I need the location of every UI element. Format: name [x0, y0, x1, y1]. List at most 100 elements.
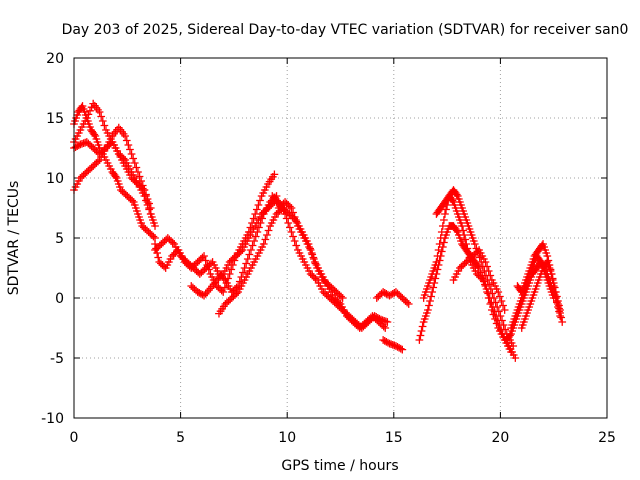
data-point-fill [509, 318, 518, 326]
data-point-fill [145, 205, 154, 214]
data-point-fill [520, 282, 528, 290]
x-tick-labels: 0 5 10 15 20 25 [70, 430, 616, 446]
data-point [558, 318, 567, 326]
data-point-fill [282, 214, 291, 223]
data-series [215, 204, 287, 318]
data-point [511, 312, 520, 320]
data-point [287, 204, 296, 212]
data-point [522, 276, 530, 284]
data-point-fill [464, 222, 473, 230]
data-point [517, 324, 526, 332]
data-point-fill [461, 213, 470, 221]
data-point-fill [553, 298, 561, 307]
data-point-fill [524, 306, 532, 314]
data-point-fill [421, 288, 430, 296]
data-point-fill [461, 235, 470, 244]
data-point [481, 258, 490, 266]
x-tick-label: 20 [491, 430, 509, 446]
data-point-fill [487, 298, 496, 307]
data-point-fill [528, 294, 537, 302]
data-point-fill [518, 291, 527, 299]
data-point [270, 170, 279, 179]
data-point [112, 174, 121, 182]
data-point-fill [497, 297, 506, 305]
data-point [95, 108, 104, 116]
data-point-fill [469, 237, 478, 245]
data-point-fill [465, 225, 474, 233]
data-point-fill [421, 312, 430, 320]
data-point [219, 288, 228, 296]
data-point-fill [483, 262, 491, 271]
data-point [453, 228, 462, 236]
data-point-fill [442, 231, 450, 239]
data-point-fill [292, 241, 301, 250]
data-point-fill [467, 231, 476, 239]
data-point-fill [517, 294, 526, 302]
data-point-fill [308, 250, 317, 259]
data-point-fill [508, 321, 516, 329]
data-point-fill [431, 274, 440, 283]
data-point-fill [245, 250, 254, 259]
data-point-fill [521, 279, 529, 287]
data-point-fill [457, 201, 465, 209]
data-point-fill [510, 315, 519, 323]
data-point-fill [420, 291, 429, 299]
data-point-fill [452, 207, 461, 215]
data-point-fill [426, 297, 434, 305]
data-point-fill [239, 268, 247, 277]
data-point [547, 270, 556, 278]
data-point-fill [459, 226, 467, 235]
data-point-fill [525, 303, 534, 311]
data-point-fill [289, 232, 297, 241]
data-point-fill [126, 145, 134, 154]
data-point [146, 210, 155, 218]
data-point-fill [540, 243, 548, 251]
data-point-fill [227, 265, 236, 274]
data-point [419, 318, 428, 326]
data-point-fill [533, 279, 542, 287]
data-point-fill [250, 237, 259, 245]
data-point [492, 312, 500, 320]
data-point-fill [456, 216, 464, 224]
data-point [556, 312, 564, 320]
data-point-fill [113, 177, 122, 185]
data-point-fill [130, 201, 139, 209]
data-point-fill [115, 183, 124, 191]
data-point-fill [264, 226, 273, 235]
data-point [453, 192, 462, 200]
data-point-fill [249, 214, 258, 223]
x-tick-label: 25 [598, 430, 616, 446]
y-tick-label: 5 [55, 231, 64, 247]
data-marks [70, 99, 567, 362]
data-point [424, 306, 432, 314]
data-point-fill [460, 231, 469, 239]
data-point-fill [531, 285, 540, 293]
data-point-fill [508, 327, 516, 335]
data-point-fill [310, 255, 318, 263]
data-point [151, 222, 159, 230]
data-point-fill [523, 273, 531, 281]
data-point-fill [545, 264, 554, 272]
x-axis-label: GPS time / hours [281, 458, 398, 474]
data-point-fill [430, 264, 439, 272]
data-point-fill [521, 315, 529, 323]
data-point-fill [495, 321, 504, 329]
data-point [507, 324, 515, 332]
x-tick-label: 10 [278, 430, 296, 446]
data-point-fill [252, 205, 261, 214]
data-series [272, 198, 390, 332]
data-point-fill [459, 207, 467, 215]
x-tick-label: 15 [385, 430, 403, 446]
data-point [466, 228, 475, 236]
data-point-fill [457, 219, 465, 227]
data-point-fill [147, 213, 156, 221]
data-point-fill [133, 207, 141, 215]
data-point [415, 336, 424, 344]
data-point-fill [442, 205, 450, 214]
data-point [398, 345, 407, 354]
data-point-fill [256, 196, 264, 205]
y-tick-label: 10 [46, 171, 64, 187]
data-point-fill [546, 285, 555, 293]
data-point-fill [420, 315, 429, 323]
